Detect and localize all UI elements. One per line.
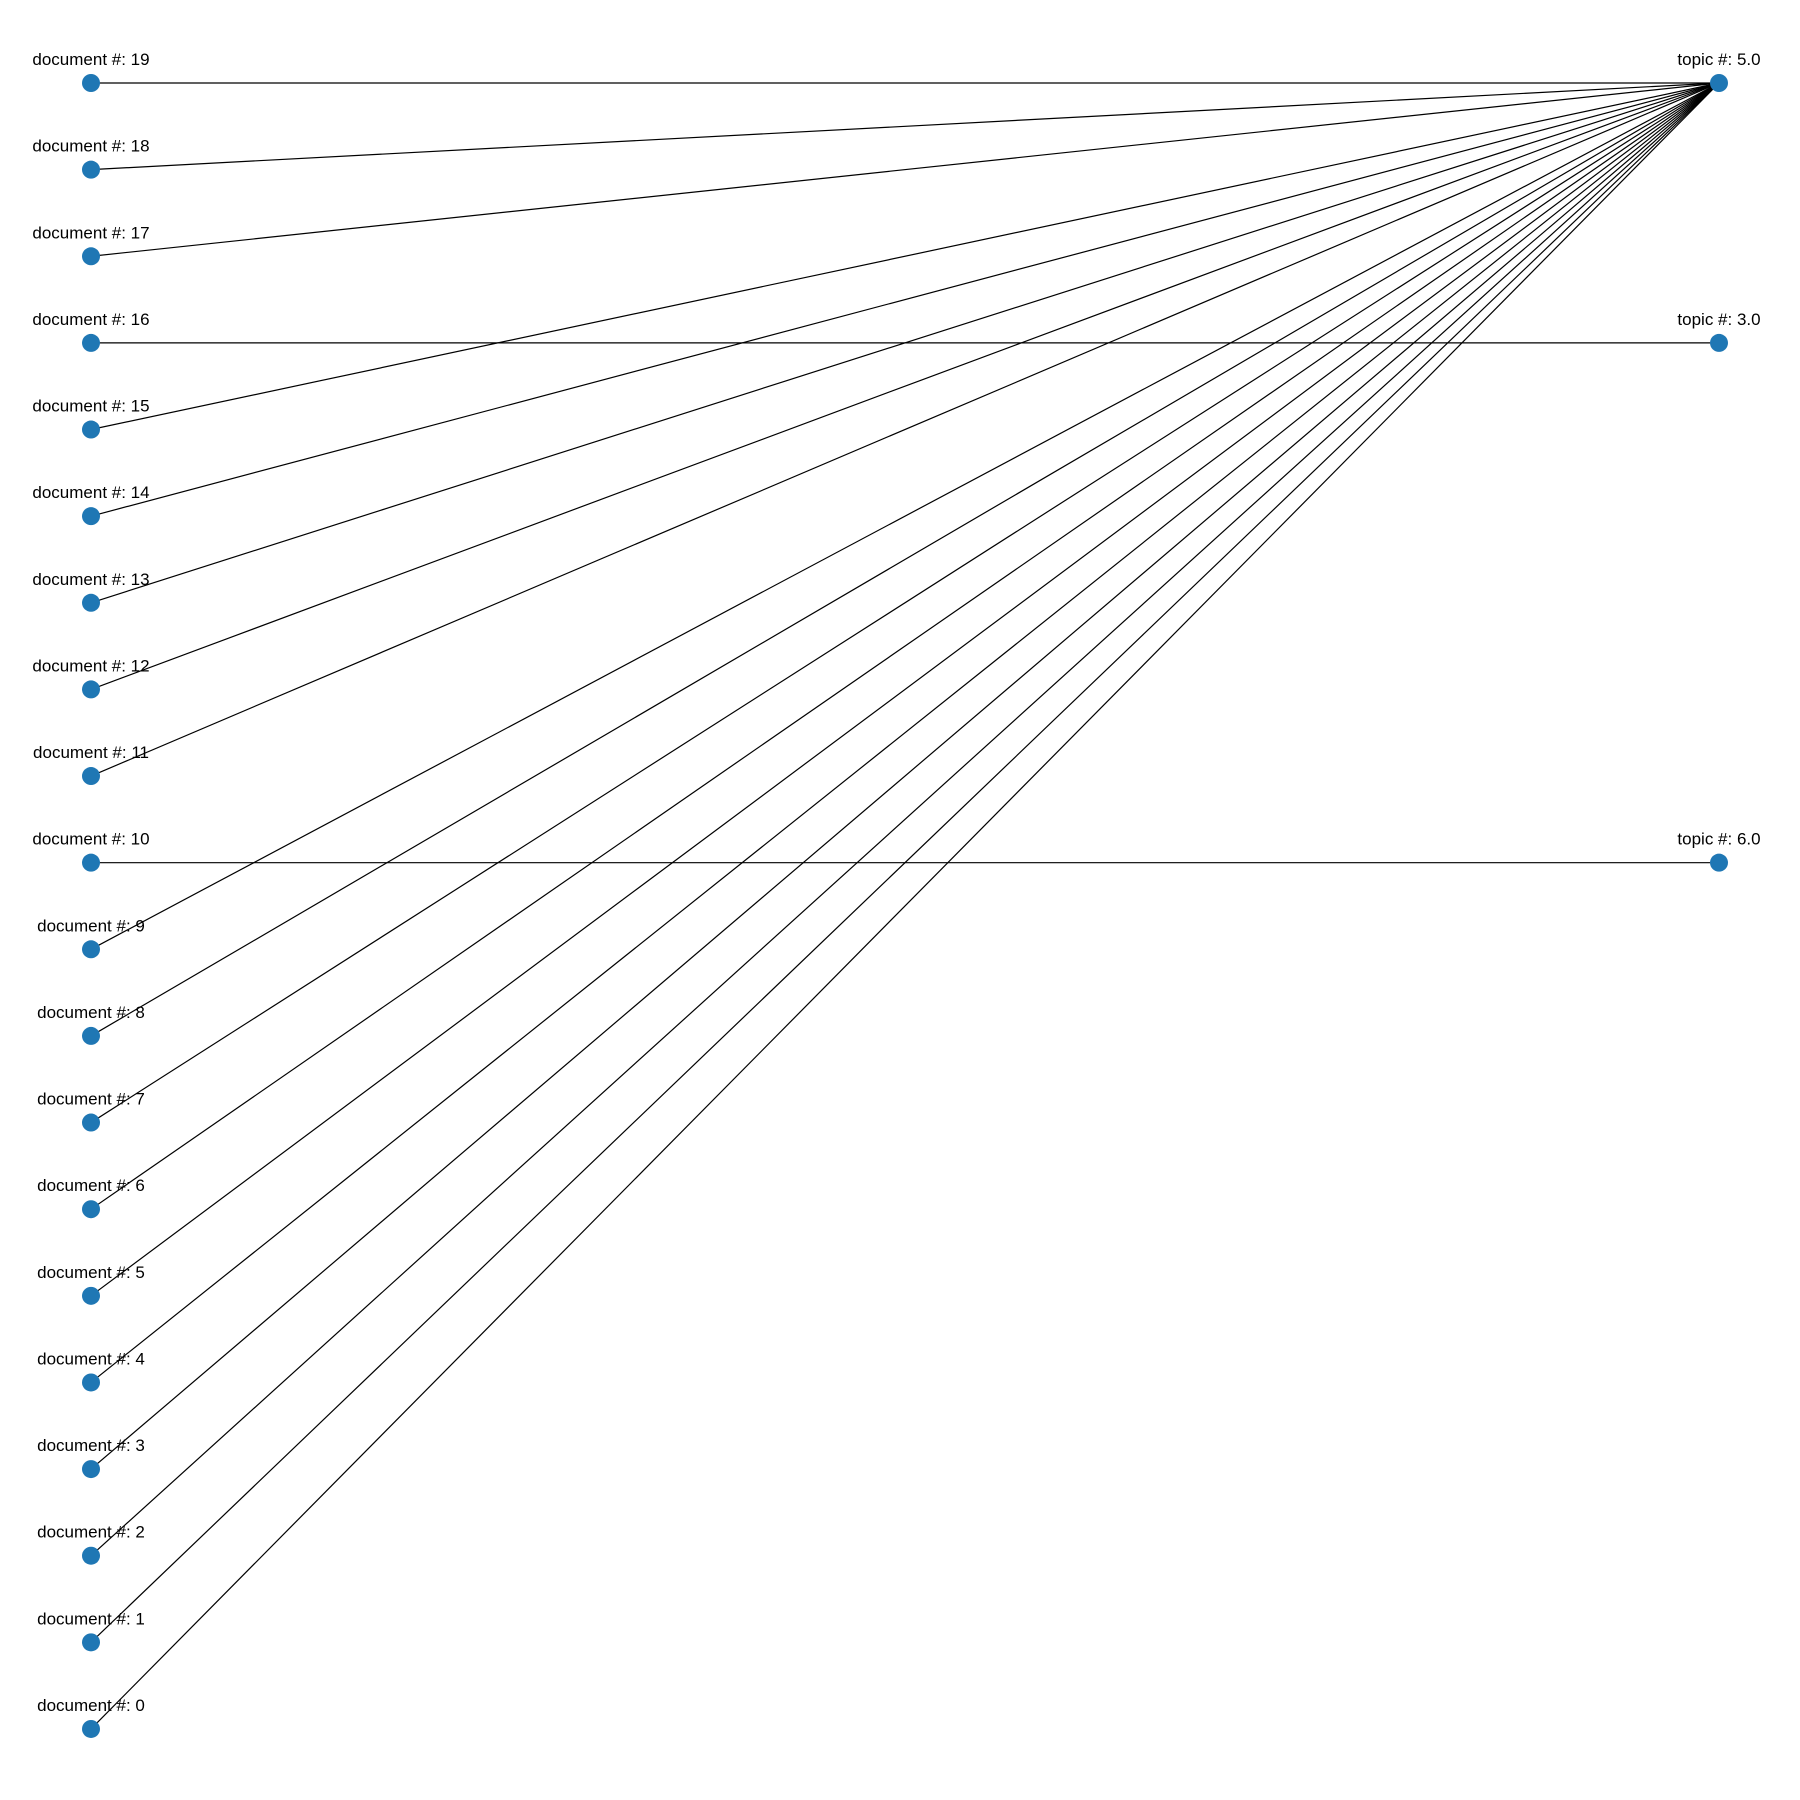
document-label-d4: document #: 4: [37, 1349, 145, 1368]
topic-node-t6: [1710, 853, 1728, 872]
document-node-d12: [82, 680, 100, 699]
document-label-d10: document #: 10: [32, 830, 149, 849]
document-label-d0: document #: 0: [37, 1696, 145, 1715]
edge-d9-t5: [90, 82, 1720, 950]
label-layer: document #: 19 document #: 18 document #: …: [32, 50, 1760, 1715]
edge-d12-t5: [90, 82, 1720, 690]
document-label-d9: document #: 9: [37, 916, 145, 935]
document-label-d19: document #: 19: [32, 50, 149, 69]
edge-d11-t5: [90, 82, 1720, 777]
document-node-d9: [82, 940, 100, 959]
edge-d1-t5: [90, 82, 1720, 1643]
document-node-d19: [82, 74, 100, 92]
node-layer: [82, 74, 1728, 1738]
topic-node-t3: [1710, 333, 1728, 352]
document-label-d3: document #: 3: [37, 1436, 145, 1455]
document-node-d2: [82, 1546, 100, 1565]
document-label-d17: document #: 17: [32, 223, 149, 242]
edge-d3-t5: [90, 82, 1720, 1470]
document-label-d12: document #: 12: [32, 656, 149, 675]
topic-node-t5: [1710, 74, 1728, 92]
edge-d15-t5: [90, 82, 1720, 431]
topic-label-t6: topic #: 6.0: [1677, 830, 1760, 849]
document-label-d15: document #: 15: [32, 397, 149, 416]
document-label-d2: document #: 2: [37, 1523, 145, 1542]
document-node-d1: [82, 1633, 100, 1652]
document-node-d17: [82, 247, 100, 266]
document-label-d6: document #: 6: [37, 1176, 145, 1195]
document-label-d8: document #: 8: [37, 1003, 145, 1022]
document-label-d13: document #: 13: [32, 570, 149, 589]
topic-label-t3: topic #: 3.0: [1677, 310, 1760, 329]
edge-d8-t5: [90, 82, 1720, 1037]
edge-d14-t5: [90, 82, 1720, 517]
document-node-d0: [82, 1719, 100, 1738]
document-node-d4: [82, 1373, 100, 1392]
document-node-d3: [82, 1460, 100, 1479]
document-label-d11: document #: 11: [33, 743, 149, 762]
document-node-d18: [82, 160, 100, 179]
document-label-d18: document #: 18: [32, 137, 149, 156]
edge-d13-t5: [90, 82, 1720, 604]
edge-d2-t5: [90, 82, 1720, 1557]
document-node-d7: [82, 1113, 100, 1132]
document-label-d1: document #: 1: [37, 1609, 145, 1628]
document-node-d15: [82, 420, 100, 439]
document-node-d10: [82, 853, 100, 872]
document-node-d8: [82, 1026, 100, 1045]
document-label-d14: document #: 14: [32, 483, 149, 502]
edge-d18-t5: [90, 82, 1720, 171]
document-node-d11: [82, 767, 100, 786]
document-node-d16: [82, 333, 100, 352]
document-node-d13: [82, 593, 100, 612]
edge-d17-t5: [90, 82, 1720, 257]
edge-d7-t5: [90, 82, 1720, 1124]
edge-d0-t5: [90, 82, 1720, 1730]
edge-d6-t5: [90, 82, 1720, 1210]
edge-layer: [90, 82, 1720, 1730]
document-label-d5: document #: 5: [37, 1263, 145, 1282]
document-node-d14: [82, 507, 100, 526]
topic-label-t5: topic #: 5.0: [1677, 50, 1760, 69]
document-label-d16: document #: 16: [32, 310, 149, 329]
edge-d4-t5: [90, 82, 1720, 1383]
document-node-d5: [82, 1286, 100, 1305]
document-node-d6: [82, 1200, 100, 1219]
edge-d5-t5: [90, 82, 1720, 1297]
document-label-d7: document #: 7: [37, 1090, 145, 1109]
